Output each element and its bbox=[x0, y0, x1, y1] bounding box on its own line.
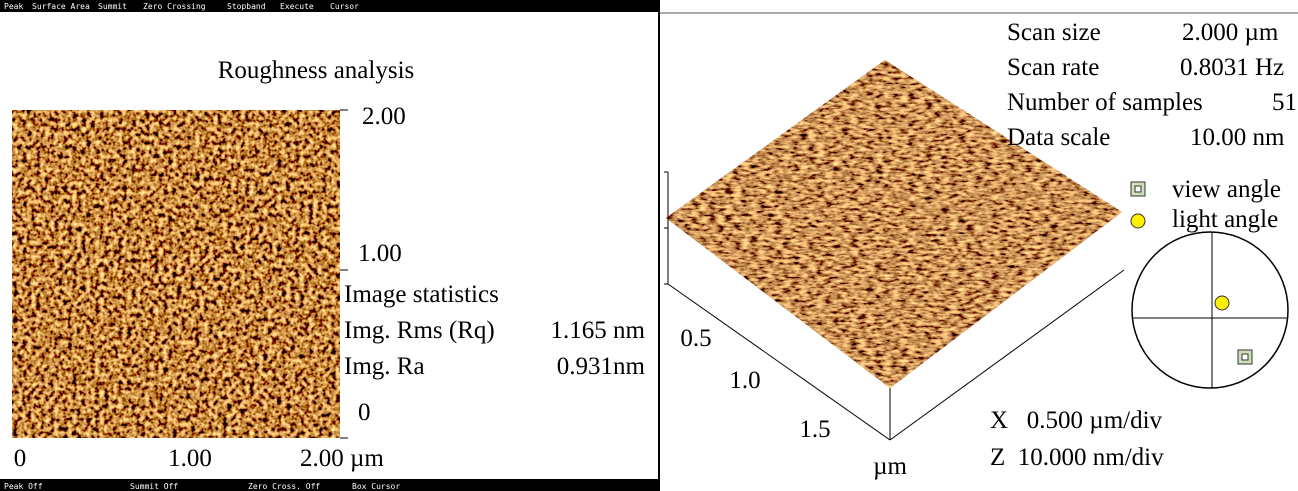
axis-label: 1.5 bbox=[799, 416, 830, 443]
status-item: Zero Cross. Off bbox=[248, 482, 320, 491]
stat-label: Img. Rms (Rq) bbox=[344, 317, 495, 344]
info-label: Data scale bbox=[1007, 124, 1110, 151]
status-bar bbox=[0, 479, 658, 491]
status-item: Peak Off bbox=[4, 482, 43, 491]
info-label: Scan size bbox=[1007, 19, 1101, 46]
status-item: Summit Off bbox=[130, 482, 178, 491]
stat-label: Img. Ra bbox=[344, 353, 425, 380]
info-value: 0.8031 Hz bbox=[1180, 54, 1284, 81]
menu-item[interactable]: Summit bbox=[98, 2, 127, 11]
y-label: 2.00 bbox=[362, 103, 406, 130]
y-axis bbox=[667, 283, 891, 441]
title: Roughness analysis bbox=[218, 57, 415, 84]
stat-value: 1.165 nm bbox=[551, 317, 646, 344]
menu-item[interactable]: Surface Area bbox=[32, 2, 90, 11]
scale-label: Z 10.000 nm/div bbox=[990, 444, 1164, 471]
axis-label: µm bbox=[873, 453, 907, 480]
x-label: 2.00 µm bbox=[300, 445, 384, 472]
info-value: 512 bbox=[1272, 89, 1298, 116]
info-label: Number of samples bbox=[1007, 89, 1203, 116]
status-item: Box Cursor bbox=[352, 482, 400, 491]
light-angle-icon bbox=[1130, 213, 1146, 229]
legend-label: view angle bbox=[1172, 176, 1281, 203]
view-angle-marker-inner bbox=[1241, 353, 1249, 361]
menu-item[interactable]: Zero Crossing bbox=[143, 2, 206, 11]
surface-side bbox=[666, 218, 890, 440]
axis-label: 1.0 bbox=[729, 367, 760, 394]
legend-label: light angle bbox=[1172, 206, 1278, 233]
view-angle-icon-inner bbox=[1134, 185, 1142, 193]
menu-item[interactable]: Stopband bbox=[227, 2, 266, 11]
menu-item[interactable]: Peak bbox=[4, 2, 23, 11]
x-axis bbox=[889, 269, 1125, 441]
y-label: 0 bbox=[358, 399, 371, 426]
menu-bar bbox=[0, 0, 658, 12]
x-label: 1.00 bbox=[168, 445, 212, 472]
stat-value: 0.931nm bbox=[557, 353, 646, 380]
light-angle-marker[interactable] bbox=[1214, 295, 1230, 311]
stats-heading: Image statistics bbox=[344, 281, 499, 308]
info-value: 2.000 µm bbox=[1182, 19, 1279, 46]
info-value: 10.00 nm bbox=[1190, 124, 1285, 151]
angle-dial[interactable] bbox=[1131, 231, 1289, 389]
y-label: 1.00 bbox=[358, 240, 402, 267]
info-label: Scan rate bbox=[1007, 54, 1099, 81]
menu-item[interactable]: Execute bbox=[280, 2, 314, 11]
x-label: 0 bbox=[14, 445, 27, 472]
menu-item[interactable]: Cursor bbox=[330, 2, 359, 11]
afm-texture bbox=[12, 110, 340, 438]
scale-label: X 0.500 µm/div bbox=[990, 407, 1163, 434]
axis-label: 0.5 bbox=[680, 325, 711, 352]
